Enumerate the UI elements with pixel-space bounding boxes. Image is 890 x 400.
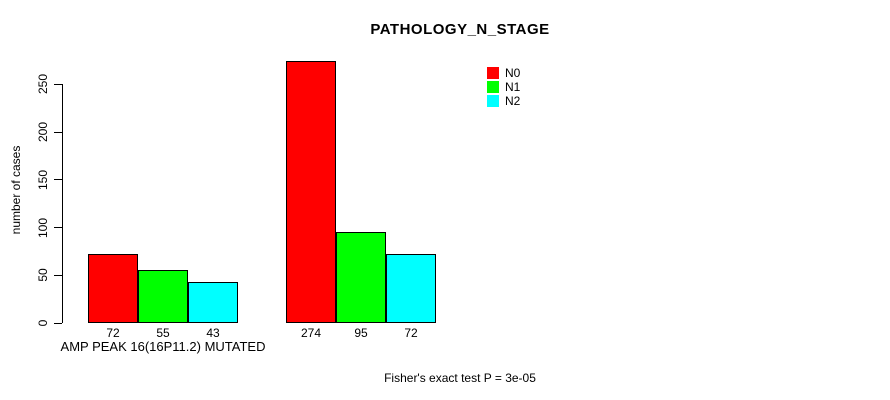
bar-value-label: 72 (106, 326, 120, 340)
legend-label-N0: N0 (505, 66, 521, 80)
legend-label-N2: N2 (505, 94, 521, 108)
y-tick-mark (54, 179, 62, 181)
bar-value-label: 274 (300, 326, 322, 340)
y-tick-label: 50 (36, 268, 50, 282)
bar-value-label: 55 (156, 326, 170, 340)
bar-value-label: 95 (354, 326, 368, 340)
bar-value-label: 43 (206, 326, 220, 340)
bar-N0-group1 (88, 254, 138, 323)
bar-value-label: 72 (404, 326, 418, 340)
y-tick-label: 0 (36, 319, 50, 327)
y-tick-label: 100 (36, 217, 50, 238)
y-tick-label: 250 (36, 74, 50, 95)
legend-item-N0: N0 (487, 66, 520, 80)
y-tick-label: 150 (36, 169, 50, 190)
legend-swatch-N2 (487, 95, 499, 107)
y-axis-line (62, 84, 63, 323)
legend-label-N1: N1 (505, 80, 521, 94)
legend: N0 N1 N2 (487, 66, 520, 108)
y-tick-mark (54, 83, 62, 85)
bar-N1-group1 (138, 270, 188, 323)
bar-N0-group2 (286, 61, 336, 323)
y-tick-mark (54, 131, 62, 133)
x-axis-group-label: AMP PEAK 16(16P11.2) MUTATED (60, 339, 266, 354)
legend-item-N2: N2 (487, 94, 520, 108)
chart-title: PATHOLOGY_N_STAGE (370, 21, 550, 38)
y-tick-mark (54, 227, 62, 228)
y-axis-label: number of cases (9, 145, 23, 235)
legend-swatch-N0 (487, 67, 499, 79)
legend-item-N1: N1 (487, 80, 520, 94)
bar-N2-group1 (188, 282, 238, 323)
y-tick-label: 200 (36, 121, 50, 143)
bar-N2-group2 (386, 254, 436, 323)
bar-N1-group2 (336, 232, 386, 323)
statistical-test-annotation: Fisher's exact test P = 3e-05 (384, 371, 536, 385)
y-tick-mark (54, 274, 62, 276)
y-tick-mark (54, 322, 62, 324)
legend-swatch-N1 (487, 81, 499, 93)
